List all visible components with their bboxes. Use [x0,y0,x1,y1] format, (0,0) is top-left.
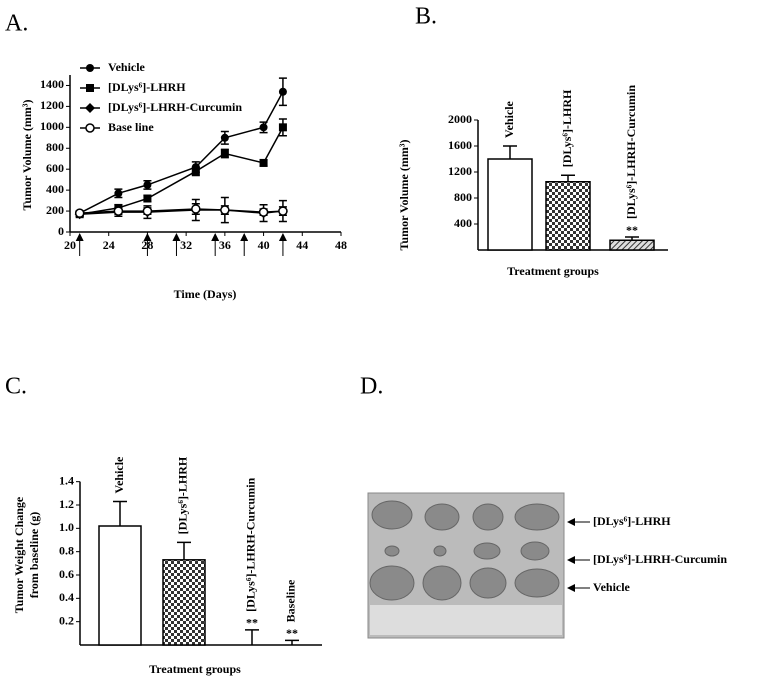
point [259,123,268,132]
category-label: Baseline [284,579,298,622]
point [114,189,123,198]
point [220,133,229,142]
bar [609,239,655,251]
x-tick-label: 36 [219,238,231,252]
point [143,194,152,203]
y-tick-label: 1600 [448,138,472,152]
series [75,118,287,219]
point [278,123,287,132]
point [143,180,152,189]
x-axis-label: Treatment groups [507,264,599,278]
bar [545,181,591,251]
y-axis-label: from baseline (g) [27,512,41,598]
y-tick-label: 0.2 [59,613,74,627]
photo-label: [DLys⁶]-LHRH [593,514,671,528]
y-tick-label: 0.6 [59,567,74,581]
category-label: [DLys⁶]-LHRH-Curcumin [624,85,638,219]
error-bar [245,629,259,645]
error-bar [285,639,299,645]
point [278,87,287,96]
point [142,206,153,216]
bar [487,158,533,251]
point [191,204,201,214]
category-label: Vehicle [502,100,516,138]
y-axis-label: Tumor Volume (mm³) [20,100,34,211]
point [259,158,268,167]
point [74,208,85,218]
y-tick-label: 1.0 [59,520,74,534]
y-tick-label: 1.4 [59,473,74,487]
legend-label: [DLys⁶]-LHRH [108,80,186,94]
y-tick-label: 1400 [40,77,64,91]
point [220,149,229,158]
series [74,202,288,218]
point [278,206,288,216]
x-tick-label: 32 [180,238,192,252]
series-line [79,126,284,215]
category-label: [DLys⁶]-LHRH-Curcumin [244,477,258,611]
y-tick-label: 1.2 [59,497,74,511]
x-tick-label: 20 [64,238,76,252]
y-tick-label: 1200 [40,98,64,112]
y-tick-label: 0.8 [59,543,74,557]
ruler [370,605,562,635]
x-tick-label: 44 [296,238,308,252]
y-tick-label: 600 [46,161,64,175]
panel-letter: A. [5,11,28,37]
category-label: [DLys⁶]-LHRH [560,89,574,167]
photo-label: Vehicle [593,580,631,594]
y-tick-label: 1200 [448,164,472,178]
y-tick-label: 200 [46,203,64,217]
category-label: [DLys⁶]-LHRH [176,456,190,534]
significance: ** [626,223,638,237]
legend-marker [85,123,95,133]
y-tick-label: 2000 [448,112,472,126]
x-tick-label: 48 [335,238,347,252]
x-tick-label: 24 [103,238,115,252]
y-axis-label: Tumor Volume (mm³) [397,140,411,251]
point [220,205,230,215]
photo-arrows [567,518,590,592]
y-tick-label: 1000 [40,119,64,133]
y-axis-label: Tumor Weight Change [12,496,26,613]
panel-letter: C. [5,374,27,400]
category-label: Vehicle [112,456,126,494]
point [258,207,269,217]
y-tick-label: 400 [46,182,64,196]
bar [162,559,206,646]
photo-panel: D. [DLys⁶]-LHRH [DLys⁶]-LHRH-Curcumin Ve… [360,374,727,639]
y-tick-label: 800 [46,140,64,154]
tumors [369,500,560,601]
legend-marker [86,84,94,92]
point [191,167,200,176]
bar [98,525,142,646]
x-axis-label: Time (Days) [174,287,237,301]
x-axis-label: Treatment groups [149,662,241,676]
error-bar [177,541,191,560]
panel-letter: D. [360,374,383,400]
y-tick-label: 800 [454,190,472,204]
x-tick-label: 40 [258,238,270,252]
error-bar [503,145,517,159]
panel-letter: B. [415,4,437,30]
legend-label: [DLys⁶]-LHRH-Curcumin [108,100,242,114]
y-tick-label: 0.4 [59,590,74,604]
error-bar [113,500,127,526]
legend-marker [86,64,94,72]
y-tick-label: 400 [454,216,472,230]
point [113,206,124,216]
y-tick-label: 0 [58,224,64,238]
significance: ** [246,616,258,630]
photo-label: [DLys⁶]-LHRH-Curcumin [593,552,727,566]
error-bar [561,174,575,182]
legend-label: Vehicle [108,60,146,74]
legend-label: Base line [108,120,154,134]
error-bar [625,236,639,241]
legend-marker [85,103,95,113]
significance: ** [286,626,298,640]
